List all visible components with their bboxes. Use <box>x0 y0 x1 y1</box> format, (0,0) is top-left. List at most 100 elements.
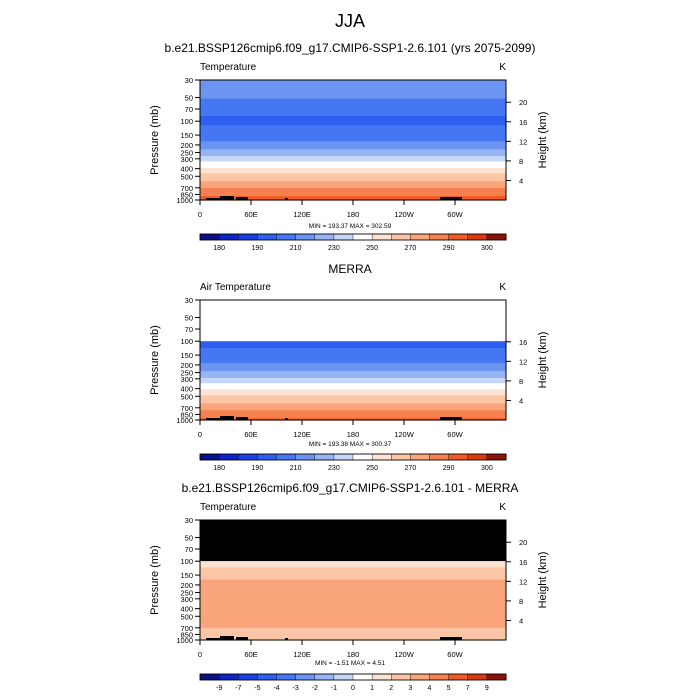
topography-mask <box>236 197 248 200</box>
y-tick-label: 100 <box>180 117 193 126</box>
colorbar-label: 3 <box>408 685 412 692</box>
contour-band <box>200 120 506 122</box>
contour-band <box>200 112 506 114</box>
min-max-stats: MIN = 193.37 MAX = 302.59 <box>309 223 392 230</box>
contour-band <box>200 583 506 586</box>
topography-mask <box>220 636 234 640</box>
colorbar-label: 250 <box>366 245 378 252</box>
y-tick-label: 700 <box>180 624 193 633</box>
contour-band <box>200 417 506 419</box>
contour-band <box>200 382 506 384</box>
contour-band <box>200 623 506 625</box>
panel-title: b.e21.BSSP126cmip6.f09_g17.CMIP6-SSP1-2.… <box>182 481 519 495</box>
y2-axis-title: Height (km) <box>537 332 549 389</box>
y-tick-label: 400 <box>180 165 193 174</box>
panel-left-label: Temperature <box>200 502 257 513</box>
y-tick-label: 250 <box>180 589 193 598</box>
colorbar-segment <box>448 233 469 241</box>
contour-band <box>200 611 506 613</box>
colorbar-segment <box>467 673 488 681</box>
colorbar-segment <box>352 453 373 461</box>
colorbar-segment <box>352 673 373 681</box>
contour-band <box>200 146 506 149</box>
contour-band <box>200 637 506 639</box>
contour-band <box>200 411 506 413</box>
contour-band <box>200 373 506 376</box>
contour-band <box>200 397 506 399</box>
colorbar-label: 290 <box>443 245 455 252</box>
colorbar-frame <box>199 673 507 681</box>
colorbar-segment <box>257 673 278 681</box>
y-axis-title: Pressure (mb) <box>149 105 161 175</box>
x-tick-label: 120E <box>293 650 311 659</box>
contour-band <box>200 624 506 626</box>
contour-band <box>200 169 506 172</box>
colorbar-segment <box>199 233 220 241</box>
colorbar-segment <box>429 233 450 241</box>
contour-band <box>200 384 506 386</box>
colorbar-label: 230 <box>328 245 340 252</box>
contour-band <box>200 599 506 602</box>
contour-band <box>200 342 506 344</box>
contour-band <box>200 197 506 200</box>
contour-band <box>200 580 506 582</box>
colorbar-segment <box>410 673 431 681</box>
y2-tick-label: 16 <box>519 338 527 347</box>
x-tick-label: 60E <box>244 430 257 439</box>
contour-band <box>200 350 506 353</box>
contour-band <box>200 172 506 174</box>
y-tick-label: 1000 <box>176 636 193 645</box>
contour-band <box>200 636 506 638</box>
y-tick-label: 500 <box>180 172 193 181</box>
contour-band <box>200 403 506 405</box>
contour-band <box>200 156 506 158</box>
contour-band <box>200 410 506 412</box>
colorbar-segment <box>467 233 488 241</box>
contour-band <box>200 372 506 375</box>
panel-1: b.e21.BSSP126cmip6.f09_g17.CMIP6-SSP1-2.… <box>149 41 549 252</box>
contour-band <box>200 364 506 367</box>
contour-band <box>200 568 506 570</box>
panel-3: b.e21.BSSP126cmip6.f09_g17.CMIP6-SSP1-2.… <box>149 481 549 692</box>
contour-band <box>200 86 506 89</box>
contour-band <box>200 178 506 181</box>
panel-title: MERRA <box>328 262 371 276</box>
contour-band <box>200 562 506 564</box>
colorbar-segment <box>486 233 507 241</box>
x-tick-label: 0 <box>198 430 202 439</box>
x-tick-label: 180 <box>347 650 360 659</box>
x-tick-label: 120E <box>293 210 311 219</box>
y2-tick-label: 4 <box>519 176 523 185</box>
topography-mask <box>220 416 234 420</box>
y-tick-label: 500 <box>180 392 193 401</box>
contour-band <box>200 80 506 82</box>
contour-band <box>200 181 506 184</box>
contour-band <box>200 585 506 588</box>
colorbar-segment <box>238 673 258 681</box>
colorbar-label: 210 <box>290 245 302 252</box>
contour-band <box>200 376 506 378</box>
contour-band <box>200 378 506 381</box>
colorbar-label: 180 <box>213 245 225 252</box>
y-tick-label: 100 <box>180 337 193 346</box>
contour-band <box>200 353 506 355</box>
contour-band <box>200 396 506 398</box>
contour-band <box>200 384 506 387</box>
y2-tick-label: 12 <box>519 137 527 146</box>
contour-band <box>200 589 506 591</box>
colorbar-frame <box>199 453 507 461</box>
contour-band <box>200 106 506 109</box>
colorbar-segment <box>371 673 392 681</box>
contour-band <box>200 566 506 568</box>
contour-band <box>200 607 506 610</box>
contour-band <box>200 81 506 84</box>
contour-band <box>200 374 506 376</box>
contour-band <box>200 615 506 617</box>
y-axis-title: Pressure (mb) <box>149 545 161 615</box>
contour-band <box>200 576 506 578</box>
contour-band <box>200 569 506 572</box>
contour-band <box>200 142 506 145</box>
colorbar-segment <box>448 673 469 681</box>
contour-band <box>200 622 506 624</box>
contour-band <box>200 571 506 574</box>
